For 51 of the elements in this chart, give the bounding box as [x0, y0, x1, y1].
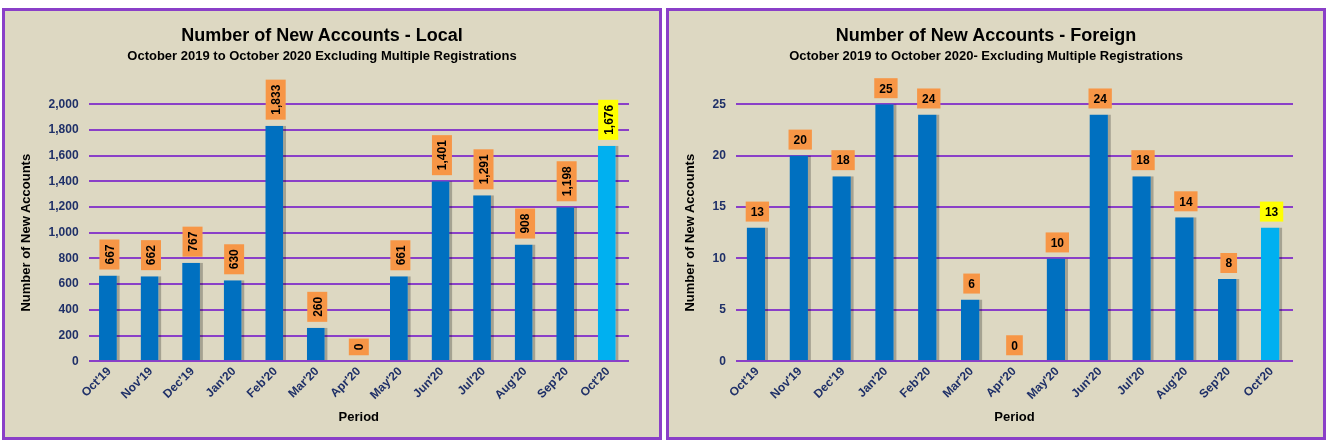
y-axis-title: Number of New Accounts: [18, 153, 34, 312]
y-tick-label: 1,200: [48, 199, 79, 214]
y-tick-label: 5: [719, 302, 727, 317]
y-tick-label: 20: [712, 147, 727, 162]
x-axis-title: Period: [994, 408, 1035, 424]
y-tick-label: 400: [58, 302, 79, 317]
data-label: 260: [310, 296, 325, 317]
data-label: 20: [793, 132, 808, 147]
y-tick-label: 800: [58, 250, 79, 265]
data-label: 24: [922, 91, 936, 106]
data-label: 667: [102, 244, 117, 265]
data-label: 1,291: [476, 153, 491, 185]
data-label: 1,198: [559, 165, 574, 197]
y-tick-label: 600: [58, 276, 79, 291]
data-label: 8: [1225, 256, 1233, 271]
chart-subtitle: October 2019 to October 2020- Excluding Multiple Registrations: [789, 47, 1183, 63]
chart-title: Number of New Accounts - Foreign: [835, 24, 1137, 45]
y-tick-label: 1,400: [48, 173, 79, 188]
chart-subtitle: October 2019 to October 2020 Excluding Multiple Registrations: [127, 47, 517, 63]
y-tick-label: 1,000: [48, 225, 79, 240]
data-label: 767: [185, 231, 200, 252]
y-tick-label: 0: [719, 353, 727, 368]
data-label: 13: [750, 204, 765, 219]
y-tick-label: 25: [712, 96, 727, 111]
data-label: 25: [879, 81, 893, 96]
data-label: 630: [227, 248, 242, 270]
data-label: 0: [1011, 338, 1019, 353]
data-label: 18: [1136, 153, 1151, 168]
y-tick-label: 15: [712, 199, 727, 214]
y-tick-label: 200: [58, 327, 79, 342]
data-label: 1,401: [435, 139, 450, 171]
data-label: 1,676: [601, 104, 616, 135]
data-label: 1,833: [268, 84, 283, 115]
data-label: 661: [393, 244, 408, 266]
data-label: 13: [1264, 204, 1279, 219]
y-tick-label: 1,800: [48, 122, 79, 137]
chart-title: Number of New Accounts - Local: [181, 24, 463, 45]
y-tick-label: 1,600: [48, 147, 79, 162]
data-label: 908: [518, 213, 533, 234]
data-label: 0: [352, 343, 367, 351]
y-tick-label: 10: [712, 250, 727, 265]
data-label: 14: [1179, 194, 1193, 209]
y-tick-label: 0: [71, 353, 79, 368]
y-tick-label: 2,000: [48, 96, 79, 111]
data-label: 18: [836, 153, 851, 168]
data-label: 662: [144, 244, 159, 266]
data-label: 6: [968, 276, 976, 291]
y-axis-title: Number of New Accounts: [682, 153, 698, 312]
x-axis-title: Period: [338, 408, 380, 424]
data-label: 24: [1093, 91, 1108, 106]
data-label: 10: [1050, 235, 1065, 250]
